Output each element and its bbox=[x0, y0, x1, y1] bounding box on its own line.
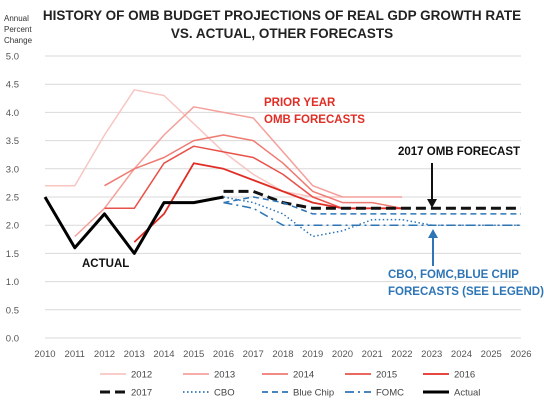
x-tick-label: 2023 bbox=[421, 349, 442, 360]
x-tick-label: 2017 bbox=[243, 349, 264, 360]
legend-label-2016: 2016 bbox=[454, 370, 475, 381]
x-tick-label: 2026 bbox=[510, 349, 531, 360]
annotation-other-forecasts-line-1: CBO, FOMC,BLUE CHIP bbox=[388, 269, 519, 281]
x-tick-label: 2024 bbox=[451, 349, 472, 360]
arrow-2017-omb-head bbox=[427, 199, 437, 208]
x-tick-label: 2010 bbox=[34, 349, 55, 360]
series-line-2014 bbox=[104, 134, 403, 210]
series-line-2012 bbox=[45, 89, 343, 198]
annotation-arrows bbox=[427, 163, 438, 266]
chart-title: HISTORY OF OMB BUDGET PROJECTIONS OF REA… bbox=[43, 8, 521, 41]
legend-label-fomc: FOMC bbox=[376, 388, 404, 399]
x-tick-label: 2022 bbox=[391, 349, 412, 360]
y-tick-label: 2.0 bbox=[6, 221, 19, 232]
legend: 2012 2013 2014 2015 2016 2017 CBO Blue Chip FOMC… bbox=[100, 370, 480, 399]
legend-label-2012: 2012 bbox=[131, 370, 152, 381]
annotation-2017-omb: 2017 OMB FORECAST bbox=[398, 146, 520, 158]
chart-title-line-1: HISTORY OF OMB BUDGET PROJECTIONS OF REA… bbox=[43, 8, 521, 23]
y-axis-label-line-2: Percent bbox=[4, 25, 32, 34]
x-axis-ticks: 2010 2011 2012 2013 2014 2015 2016 2017 2018 2019… bbox=[34, 349, 531, 360]
series-layer bbox=[43, 89, 521, 255]
y-tick-label: 1.0 bbox=[6, 277, 19, 288]
legend-label-2013: 2013 bbox=[214, 370, 235, 381]
series-line-2015 bbox=[104, 145, 402, 210]
annotation-prior-year-line-2: OMB FORECASTS bbox=[264, 114, 365, 126]
x-tick-label: 2016 bbox=[213, 349, 234, 360]
arrow-other-forecasts-head bbox=[428, 229, 438, 238]
legend-label-cbo: CBO bbox=[214, 388, 235, 399]
y-tick-label: 0.0 bbox=[6, 334, 19, 345]
series-line-actual bbox=[43, 195, 224, 255]
x-tick-label: 2021 bbox=[362, 349, 383, 360]
x-tick-label: 2014 bbox=[153, 349, 174, 360]
legend-label-blue-chip: Blue Chip bbox=[293, 388, 334, 399]
y-tick-label: 5.0 bbox=[6, 52, 19, 63]
series-line-2013 bbox=[74, 106, 402, 238]
y-axis-label-line-1: Annual bbox=[4, 14, 29, 23]
x-tick-label: 2011 bbox=[65, 349, 85, 360]
y-axis-label: Annual Percent Change bbox=[4, 14, 33, 45]
annotation-prior-year-line-1: PRIOR YEAR bbox=[264, 97, 336, 109]
legend-label-2015: 2015 bbox=[376, 370, 397, 381]
x-tick-label: 2018 bbox=[272, 349, 293, 360]
y-tick-label: 3.5 bbox=[6, 136, 19, 147]
legend-label-actual: Actual bbox=[454, 388, 480, 399]
y-tick-label: 3.0 bbox=[6, 164, 19, 175]
series-line-fomc bbox=[223, 201, 521, 226]
x-tick-label: 2015 bbox=[183, 349, 204, 360]
annotation-actual: ACTUAL bbox=[82, 258, 129, 270]
y-tick-label: 2.5 bbox=[6, 193, 19, 204]
y-axis-label-line-3: Change bbox=[4, 36, 33, 45]
annotation-other-forecasts-line-2: FORECASTS (SEE LEGEND) bbox=[388, 286, 544, 298]
x-tick-label: 2019 bbox=[302, 349, 323, 360]
x-tick-label: 2013 bbox=[124, 349, 145, 360]
series-line-blue-chip bbox=[223, 196, 521, 215]
y-tick-label: 1.5 bbox=[6, 249, 19, 260]
x-tick-label: 2012 bbox=[94, 349, 115, 360]
x-tick-label: 2025 bbox=[481, 349, 502, 360]
annotations: PRIOR YEAR OMB FORECASTS 2017 OMB FORECA… bbox=[82, 97, 544, 298]
chart-title-line-2: VS. ACTUAL, OTHER FORECASTS bbox=[171, 26, 393, 41]
legend-label-2014: 2014 bbox=[293, 370, 314, 381]
y-axis-ticks: 0.0 0.5 1.0 1.5 2.0 2.5 3.0 3.5 4.0 4.5 5.0 bbox=[6, 52, 19, 345]
y-tick-label: 4.5 bbox=[6, 80, 19, 91]
y-tick-label: 0.5 bbox=[6, 305, 19, 316]
y-tick-label: 4.0 bbox=[6, 108, 19, 119]
legend-label-2017: 2017 bbox=[131, 388, 152, 399]
x-tick-label: 2020 bbox=[332, 349, 353, 360]
series-line-2017 bbox=[223, 189, 521, 210]
